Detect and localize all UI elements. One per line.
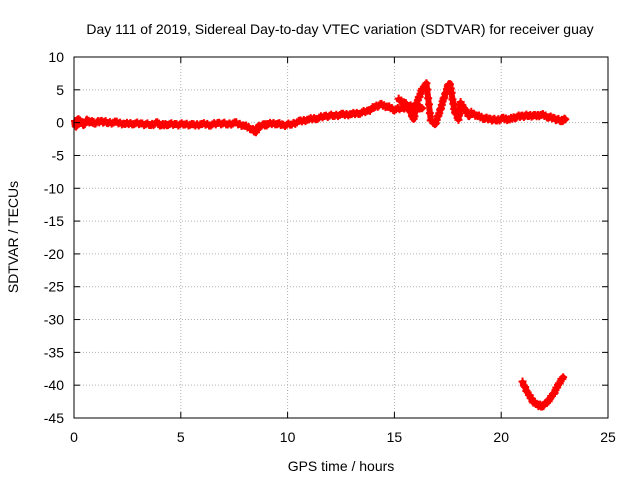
x-tick-label: 25 xyxy=(600,429,616,445)
x-tick-label: 10 xyxy=(280,429,296,445)
grid-layer xyxy=(74,57,608,418)
series-main-trace xyxy=(71,99,427,137)
data-point-marker xyxy=(561,115,570,124)
y-tick-label: -45 xyxy=(44,410,64,426)
data-point-marker xyxy=(521,383,530,392)
data-layer xyxy=(71,79,570,411)
series-dip xyxy=(518,373,568,411)
series-tail xyxy=(467,107,570,126)
data-point-marker xyxy=(423,85,432,94)
chart-title: Day 111 of 2019, Sidereal Day-to-day VTE… xyxy=(86,21,593,37)
data-point-marker xyxy=(418,104,427,113)
y-tick-label: 0 xyxy=(56,115,64,131)
y-tick-label: -5 xyxy=(52,147,65,163)
x-tick-label: 0 xyxy=(70,429,78,445)
x-tick-label: 5 xyxy=(177,429,185,445)
y-tick-label: -30 xyxy=(44,312,64,328)
tick-layer: 0 5 10 15 20 25 10 5 0 -5 -10 -15 -20 -25 -30 -35 -40 -45 xyxy=(44,49,616,445)
y-tick-label: -10 xyxy=(44,180,64,196)
data-point-marker xyxy=(425,100,434,109)
data-point-marker xyxy=(447,88,456,97)
plot-frame xyxy=(73,56,609,419)
x-axis-label: GPS time / hours xyxy=(288,458,395,474)
y-tick-label: -25 xyxy=(44,279,64,295)
data-point-marker xyxy=(425,109,434,118)
data-point-marker xyxy=(519,381,528,390)
x-tick-label: 15 xyxy=(387,429,403,445)
y-axis-label: SDTVAR / TECUs xyxy=(5,181,21,293)
y-tick-label: -15 xyxy=(44,213,64,229)
y-tick-label: -40 xyxy=(44,377,64,393)
data-point-marker xyxy=(559,373,568,382)
y-tick-label: 5 xyxy=(56,82,64,98)
data-point-marker xyxy=(518,377,527,386)
y-tick-label: -20 xyxy=(44,246,64,262)
y-tick-label: -35 xyxy=(44,344,64,360)
y-tick-label: 10 xyxy=(48,49,64,65)
x-tick-label: 20 xyxy=(493,429,509,445)
